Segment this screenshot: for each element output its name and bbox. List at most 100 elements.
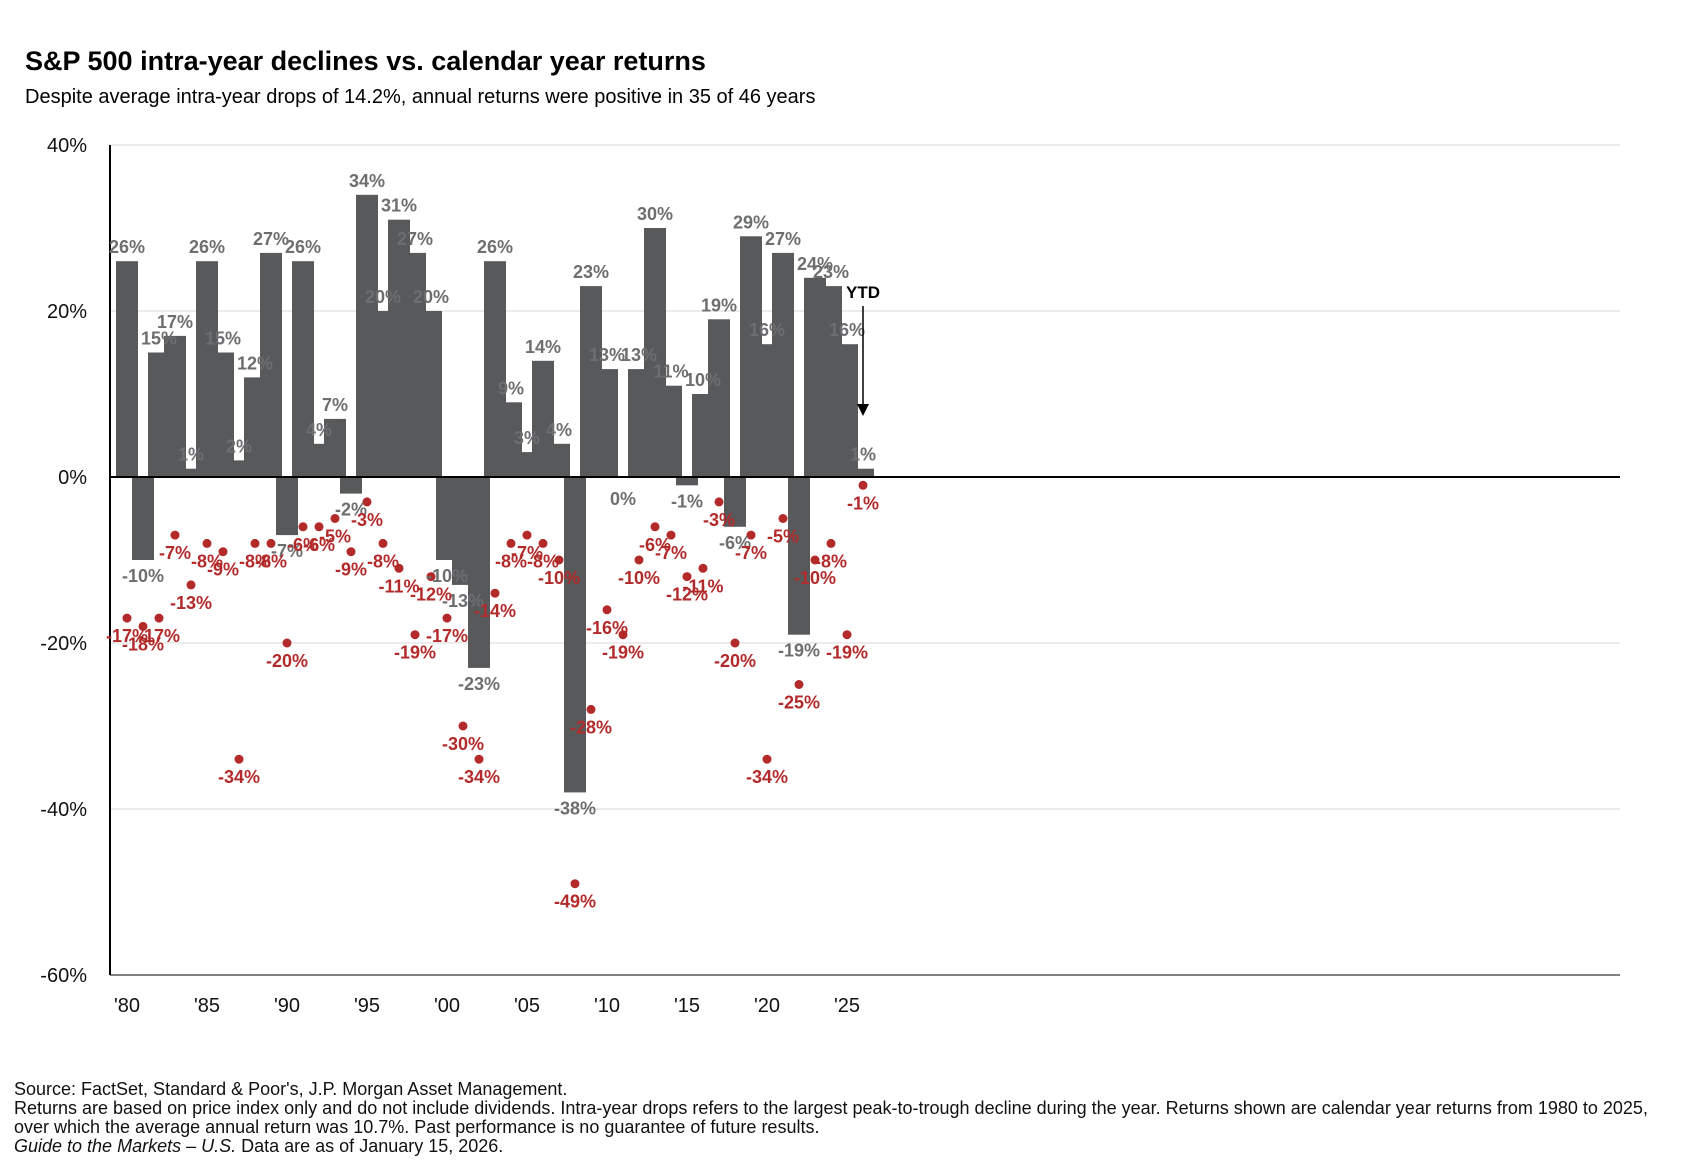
drop-dot	[218, 547, 228, 557]
x-tick-label: '05	[514, 995, 540, 1017]
return-bar	[724, 477, 746, 527]
return-label: 23%	[573, 262, 609, 282]
drop-dot	[554, 555, 564, 565]
drop-dot	[538, 538, 548, 548]
drop-label: -7%	[735, 543, 767, 563]
tick-labels: 40% 20% 0% -20% -40% -60% '80 '85 '90 '95 '00 '05 '1…	[40, 135, 860, 1017]
drop-dot	[778, 514, 788, 523]
drop-label: -10%	[794, 568, 836, 588]
ytd-label: YTD	[846, 283, 880, 302]
drop-dot	[794, 680, 804, 689]
return-label: 26%	[189, 237, 225, 257]
ytd-arrow-head	[857, 404, 869, 416]
return-label: 4%	[546, 420, 572, 440]
drop-label: -18%	[122, 634, 164, 654]
drop-dot	[682, 572, 692, 582]
drop-label: -6%	[303, 535, 335, 555]
drop-dot	[650, 522, 660, 532]
x-tick-label: '25	[834, 995, 860, 1017]
x-tick-label: '00	[434, 995, 460, 1017]
return-bar	[548, 443, 570, 477]
drop-dot	[362, 497, 372, 507]
drop-label: -9%	[207, 560, 239, 580]
return-label: 19%	[701, 295, 737, 315]
y-tick-label: 20%	[47, 301, 87, 323]
drop-label: -19%	[394, 643, 436, 663]
drop-dot	[602, 605, 612, 615]
return-bar	[564, 477, 586, 793]
drop-label: -10%	[538, 568, 580, 588]
return-label: 20%	[413, 287, 449, 307]
return-label: -7%	[271, 541, 303, 561]
return-bar	[772, 252, 794, 477]
drop-label: -7%	[655, 543, 687, 563]
footer: Source: FactSet, Standard & Poor's, J.P.…	[14, 1080, 1684, 1156]
drop-label: -3%	[703, 510, 735, 530]
return-label: 10%	[685, 370, 721, 390]
return-label: 1%	[850, 445, 876, 465]
return-bar	[596, 369, 618, 477]
drop-dot	[714, 497, 724, 507]
chart-canvas: 26%-10%15%17%1%26%15%2%12%27%-7%26%4%7%-…	[40, 135, 1620, 1017]
drop-label: -1%	[847, 493, 879, 513]
return-bar	[340, 477, 362, 494]
return-bar	[660, 385, 682, 477]
drop-dot	[810, 555, 820, 565]
drop-dot	[442, 613, 452, 623]
drop-label: -13%	[170, 593, 212, 613]
drop-dot	[234, 754, 244, 764]
return-label: 26%	[285, 237, 321, 257]
return-bar	[260, 252, 282, 477]
drop-label: -11%	[378, 576, 419, 596]
return-label: -1%	[671, 491, 703, 511]
drop-label: -7%	[511, 543, 543, 563]
drop-label: -12%	[410, 585, 452, 605]
drop-dot	[202, 538, 212, 548]
return-bar	[676, 477, 698, 486]
chart-subtitle: Despite average intra-year drops of 14.2…	[25, 86, 816, 108]
return-label: 7%	[322, 395, 348, 415]
return-label: -19%	[778, 641, 820, 661]
return-label: -10%	[426, 566, 468, 586]
return-bar	[164, 335, 186, 477]
return-bar	[788, 477, 810, 635]
drop-dot	[410, 630, 420, 640]
x-tick-label: '90	[274, 995, 300, 1017]
drop-dot	[826, 538, 836, 548]
y-tick-label: -60%	[40, 965, 87, 987]
return-label: 24%	[797, 254, 833, 274]
drop-label: -8%	[239, 551, 271, 571]
return-label: 26%	[477, 237, 513, 257]
return-label: 29%	[733, 212, 769, 232]
x-tick-label: '15	[674, 995, 700, 1017]
return-label: 20%	[365, 287, 401, 307]
drop-label: -8%	[367, 551, 399, 571]
drop-dot	[586, 704, 596, 714]
return-label: 13%	[589, 345, 625, 365]
return-bar	[468, 477, 490, 668]
return-bar	[420, 311, 442, 477]
drop-dot	[330, 514, 340, 523]
drop-label: -17%	[106, 626, 148, 646]
x-tick-label: '20	[754, 995, 780, 1017]
drop-dot	[154, 613, 164, 623]
drop-label: -25%	[778, 693, 820, 713]
drop-label: -30%	[442, 734, 484, 754]
drop-dot	[666, 530, 676, 540]
y-tick-label: 0%	[58, 467, 87, 489]
return-label: 23%	[813, 262, 849, 282]
footer-guide: Guide to the Markets – U.S. Data are as …	[14, 1137, 1684, 1156]
drop-label: -19%	[602, 643, 644, 663]
return-label: 31%	[381, 196, 417, 216]
drop-dot	[842, 630, 852, 640]
drop-dot	[138, 621, 148, 631]
return-bar	[276, 477, 298, 536]
return-label: 3%	[514, 428, 540, 448]
drop-dot	[858, 480, 868, 490]
drop-label: -11%	[682, 576, 723, 596]
drop-dot	[170, 530, 180, 540]
return-bar	[852, 468, 874, 477]
drop-label: -10%	[618, 568, 660, 588]
drop-label: -8%	[495, 551, 527, 571]
return-bar	[836, 344, 858, 477]
